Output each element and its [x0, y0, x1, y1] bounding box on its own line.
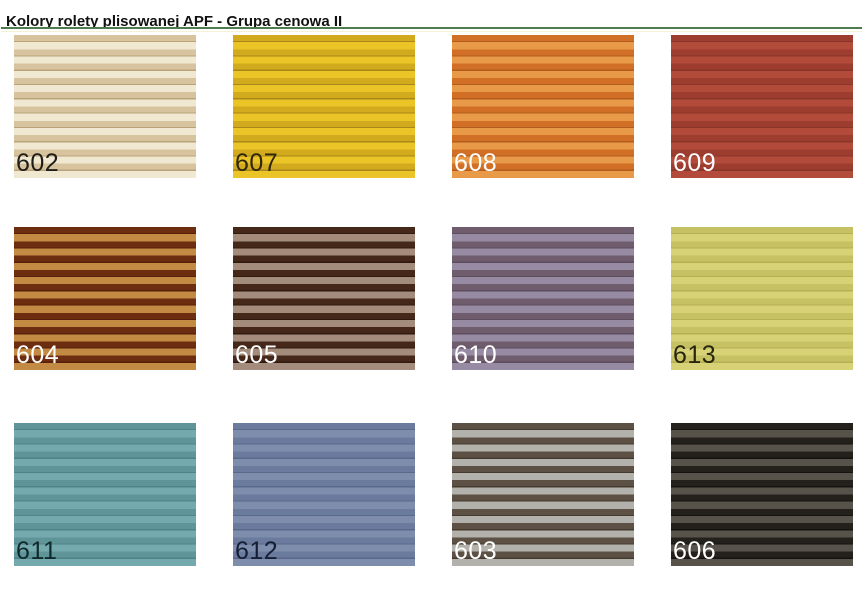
- title-divider: [1, 27, 862, 29]
- swatch-code-label: 606: [673, 537, 717, 565]
- color-swatch-grid: 602 607 608 609 604 605 610 613 611 612: [14, 35, 853, 615]
- swatch-code-label: 603: [454, 537, 498, 565]
- color-swatch-608: 608: [452, 35, 634, 178]
- swatch-row: 604 605 610 613: [14, 227, 853, 370]
- swatch-code-label: 613: [673, 341, 717, 369]
- page-title: Kolory rolety plisowanej APF - Grupa cen…: [6, 13, 343, 31]
- color-swatch-605: 605: [233, 227, 415, 370]
- swatch-row: 611 612 603 606: [14, 423, 853, 566]
- title-divider-shadow: [1, 31, 862, 32]
- swatch-code-label: 612: [235, 537, 279, 565]
- color-swatch-613: 613: [671, 227, 853, 370]
- color-swatch-612: 612: [233, 423, 415, 566]
- swatch-code-label: 602: [16, 149, 60, 177]
- color-swatch-602: 602: [14, 35, 196, 178]
- color-swatch-607: 607: [233, 35, 415, 178]
- swatch-row: 602 607 608 609: [14, 35, 853, 178]
- swatch-code-label: 611: [16, 537, 58, 565]
- swatch-code-label: 609: [673, 149, 717, 177]
- color-swatch-611: 611: [14, 423, 196, 566]
- color-swatch-610: 610: [452, 227, 634, 370]
- color-swatch-606: 606: [671, 423, 853, 566]
- swatch-code-label: 610: [454, 341, 498, 369]
- color-swatch-604: 604: [14, 227, 196, 370]
- swatch-code-label: 605: [235, 341, 279, 369]
- swatch-code-label: 604: [16, 341, 60, 369]
- swatch-code-label: 607: [235, 149, 279, 177]
- color-swatch-609: 609: [671, 35, 853, 178]
- swatch-code-label: 608: [454, 149, 498, 177]
- color-swatch-603: 603: [452, 423, 634, 566]
